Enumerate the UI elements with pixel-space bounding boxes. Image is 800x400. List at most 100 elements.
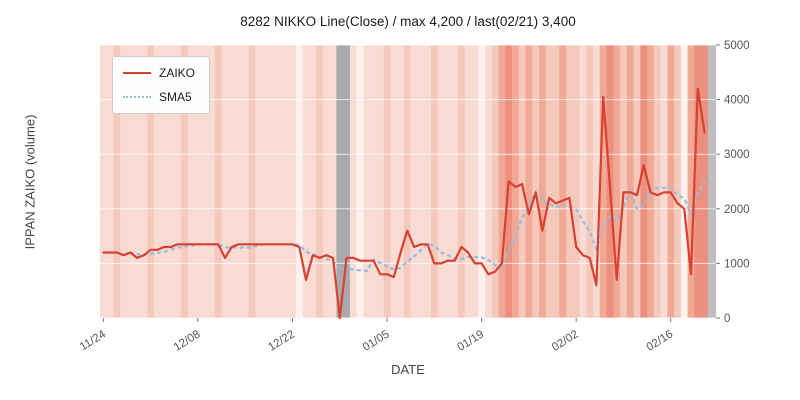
day-band: [383, 45, 391, 318]
day-band: [181, 45, 189, 318]
x-tick-label: 01/19: [455, 328, 486, 353]
day-band: [160, 45, 168, 318]
day-band: [309, 45, 317, 318]
day-band: [437, 45, 445, 318]
day-band: [572, 45, 580, 318]
day-band: [660, 45, 668, 318]
day-band: [464, 45, 472, 318]
y-tick-label: 2000: [724, 204, 750, 216]
day-band: [208, 45, 216, 318]
day-band: [255, 45, 263, 318]
sma5-line-sample-icon: [123, 96, 151, 98]
day-band: [221, 45, 229, 318]
day-band: [282, 45, 290, 318]
day-band: [147, 45, 155, 318]
day-band: [485, 45, 493, 318]
day-band: [241, 45, 249, 318]
day-band: [268, 45, 276, 318]
day-band: [410, 45, 418, 318]
day-band: [356, 45, 364, 318]
day-band: [316, 45, 324, 318]
x-tick-label: 01/05: [361, 328, 392, 353]
day-band: [532, 45, 540, 318]
day-band: [518, 45, 526, 318]
day-band: [491, 45, 499, 318]
day-band: [674, 45, 682, 318]
y-tick-label: 5000: [724, 40, 750, 52]
day-band: [106, 45, 114, 318]
legend: ZAIKO SMA5: [112, 56, 211, 114]
day-band: [687, 45, 695, 318]
legend-label-zaiko: ZAIKO: [159, 66, 196, 80]
day-band: [430, 45, 439, 318]
day-band: [417, 45, 425, 318]
zaiko-line-sample-icon: [123, 72, 151, 74]
day-band: [100, 45, 108, 318]
day-band: [471, 45, 479, 318]
day-band: [343, 45, 351, 318]
day-band: [667, 45, 675, 318]
day-band: [127, 45, 135, 318]
legend-label-sma5: SMA5: [159, 90, 192, 104]
day-band: [235, 45, 243, 318]
day-band: [194, 45, 202, 318]
x-tick-label: 12/22: [266, 328, 297, 353]
day-band: [694, 45, 702, 318]
day-band: [512, 45, 520, 318]
day-band: [133, 45, 141, 318]
day-band: [275, 45, 283, 318]
day-band: [444, 45, 452, 318]
day-band: [525, 45, 533, 318]
y-tick-label: 4000: [724, 95, 750, 107]
x-axis-label: DATE: [391, 362, 425, 377]
day-band: [633, 45, 641, 318]
sma5-line: [129, 180, 706, 273]
day-band: [640, 45, 648, 318]
day-band: [187, 45, 195, 318]
day-band: [295, 45, 303, 318]
day-band: [680, 45, 688, 318]
legend-item-zaiko: ZAIKO: [123, 66, 195, 80]
day-band: [154, 45, 162, 318]
day-band: [566, 45, 574, 318]
day-band: [228, 45, 236, 318]
day-band: [329, 45, 337, 318]
day-band: [113, 45, 121, 318]
zaiko-line: [102, 87, 706, 320]
day-band: [120, 45, 128, 318]
day-band: [302, 45, 310, 318]
legend-item-sma5: SMA5: [123, 90, 195, 104]
day-band: [457, 45, 466, 318]
day-band: [397, 45, 405, 318]
day-band: [552, 45, 560, 318]
day-band: [424, 45, 432, 318]
day-band: [620, 45, 628, 318]
x-tick-label: 11/24: [78, 328, 109, 353]
x-tick-label: 02/16: [645, 328, 676, 353]
day-band: [322, 45, 330, 318]
day-band: [289, 45, 297, 318]
day-band: [262, 45, 270, 318]
day-band: [478, 45, 486, 318]
day-band: [370, 45, 378, 318]
day-band: [539, 45, 547, 318]
y-axis-label: IPPAN ZAIKO (volume): [22, 114, 38, 250]
day-band: [559, 45, 567, 318]
y-tick-label: 0: [724, 313, 730, 325]
chart-title: 8282 NIKKO Line(Close) / max 4,200 / las…: [240, 14, 576, 29]
day-band: [613, 45, 621, 318]
day-band: [626, 45, 634, 318]
day-band: [653, 45, 661, 318]
day-band: [545, 45, 553, 318]
day-band: [647, 45, 655, 318]
day-band: [451, 45, 459, 318]
y-tick-label: 1000: [724, 258, 750, 270]
day-band: [403, 45, 412, 318]
day-band: [201, 45, 209, 318]
day-band: [599, 45, 607, 318]
day-band: [498, 45, 506, 318]
day-band: [140, 45, 148, 318]
day-band: [579, 45, 587, 318]
